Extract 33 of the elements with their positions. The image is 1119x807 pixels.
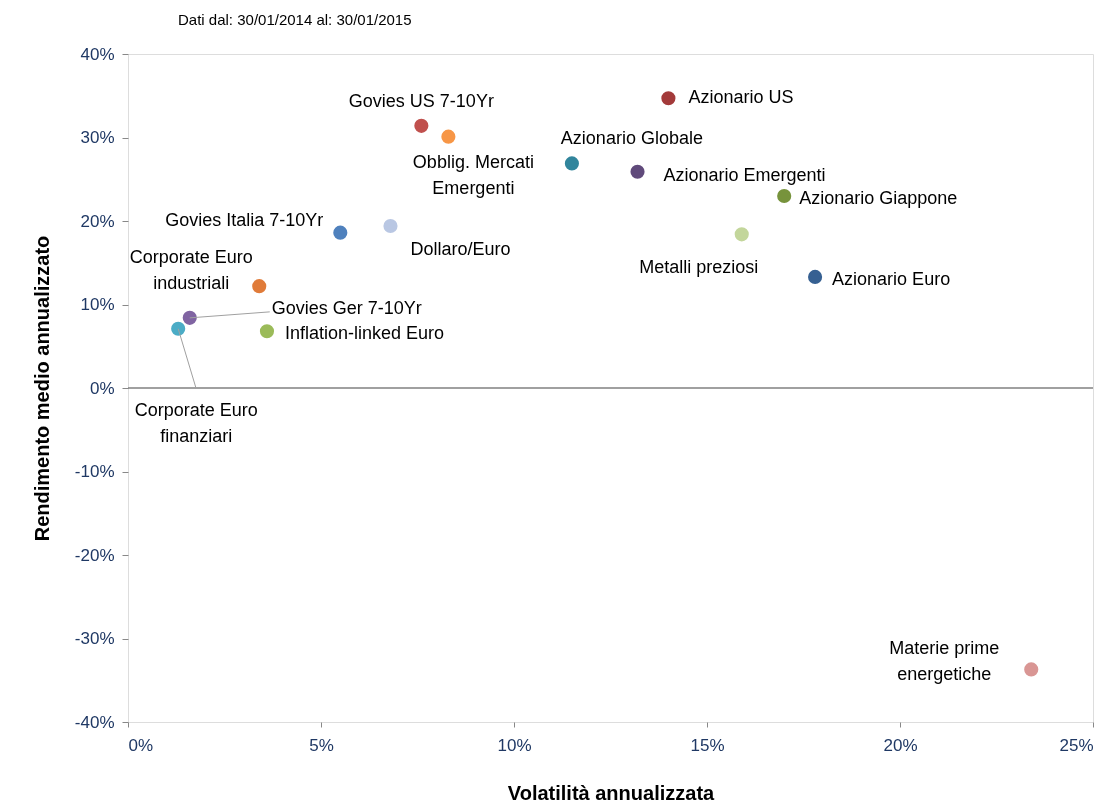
y-tick-label: 30% <box>80 128 115 147</box>
y-tick-label: -40% <box>74 712 115 732</box>
x-tick-label: 0% <box>128 735 154 755</box>
y-tick-label: -30% <box>74 629 115 648</box>
y-tick-label: -20% <box>74 545 115 565</box>
y-tick-label: 20% <box>80 211 115 231</box>
x-axis-title: Volatilità annualizzata <box>507 781 716 804</box>
y-tick-label: 0% <box>89 378 115 398</box>
x-tick-label: 10% <box>497 735 532 755</box>
x-tick-label: 25% <box>1059 735 1094 755</box>
series-label: Corporate Euro industriali <box>129 247 253 294</box>
y-tick-label: -10% <box>74 462 115 481</box>
series-label: Azionario Globale <box>560 128 703 149</box>
series-label: Materie prime energetiche <box>889 638 1000 685</box>
x-tick-label: 20% <box>883 735 918 755</box>
y-tick-label: 10% <box>80 295 115 314</box>
text: Corporate Euro finanziari <box>134 399 258 446</box>
series-label: Govies US 7-10Yr <box>348 90 494 111</box>
series-label: Inflation-linked Euro <box>284 323 445 344</box>
series-label: Azionario US <box>688 87 794 108</box>
y-axis-title: Rendimento medio annualizzato <box>30 235 53 542</box>
series-label: Govies Italia 7-10Yr <box>165 209 324 230</box>
series-label: Metalli preziosi <box>639 257 759 278</box>
series-label: Obblig. Mercati Emergenti <box>412 151 534 198</box>
series-label: Azionario Giappone <box>799 187 958 208</box>
x-tick-label: 5% <box>309 735 334 755</box>
series-label: Azionario Euro <box>832 268 951 289</box>
series-label: Dollaro/Euro <box>410 239 511 260</box>
x-tick-label: 15% <box>690 735 725 755</box>
y-tick-label: 40% <box>80 44 115 64</box>
chart-subtitle: Dati dal: 30/01/2014 al: 30/01/2015 <box>178 11 412 28</box>
text: Govies Ger 7-10Yr <box>271 297 422 318</box>
series-label: Azionario Emergenti <box>663 164 826 185</box>
